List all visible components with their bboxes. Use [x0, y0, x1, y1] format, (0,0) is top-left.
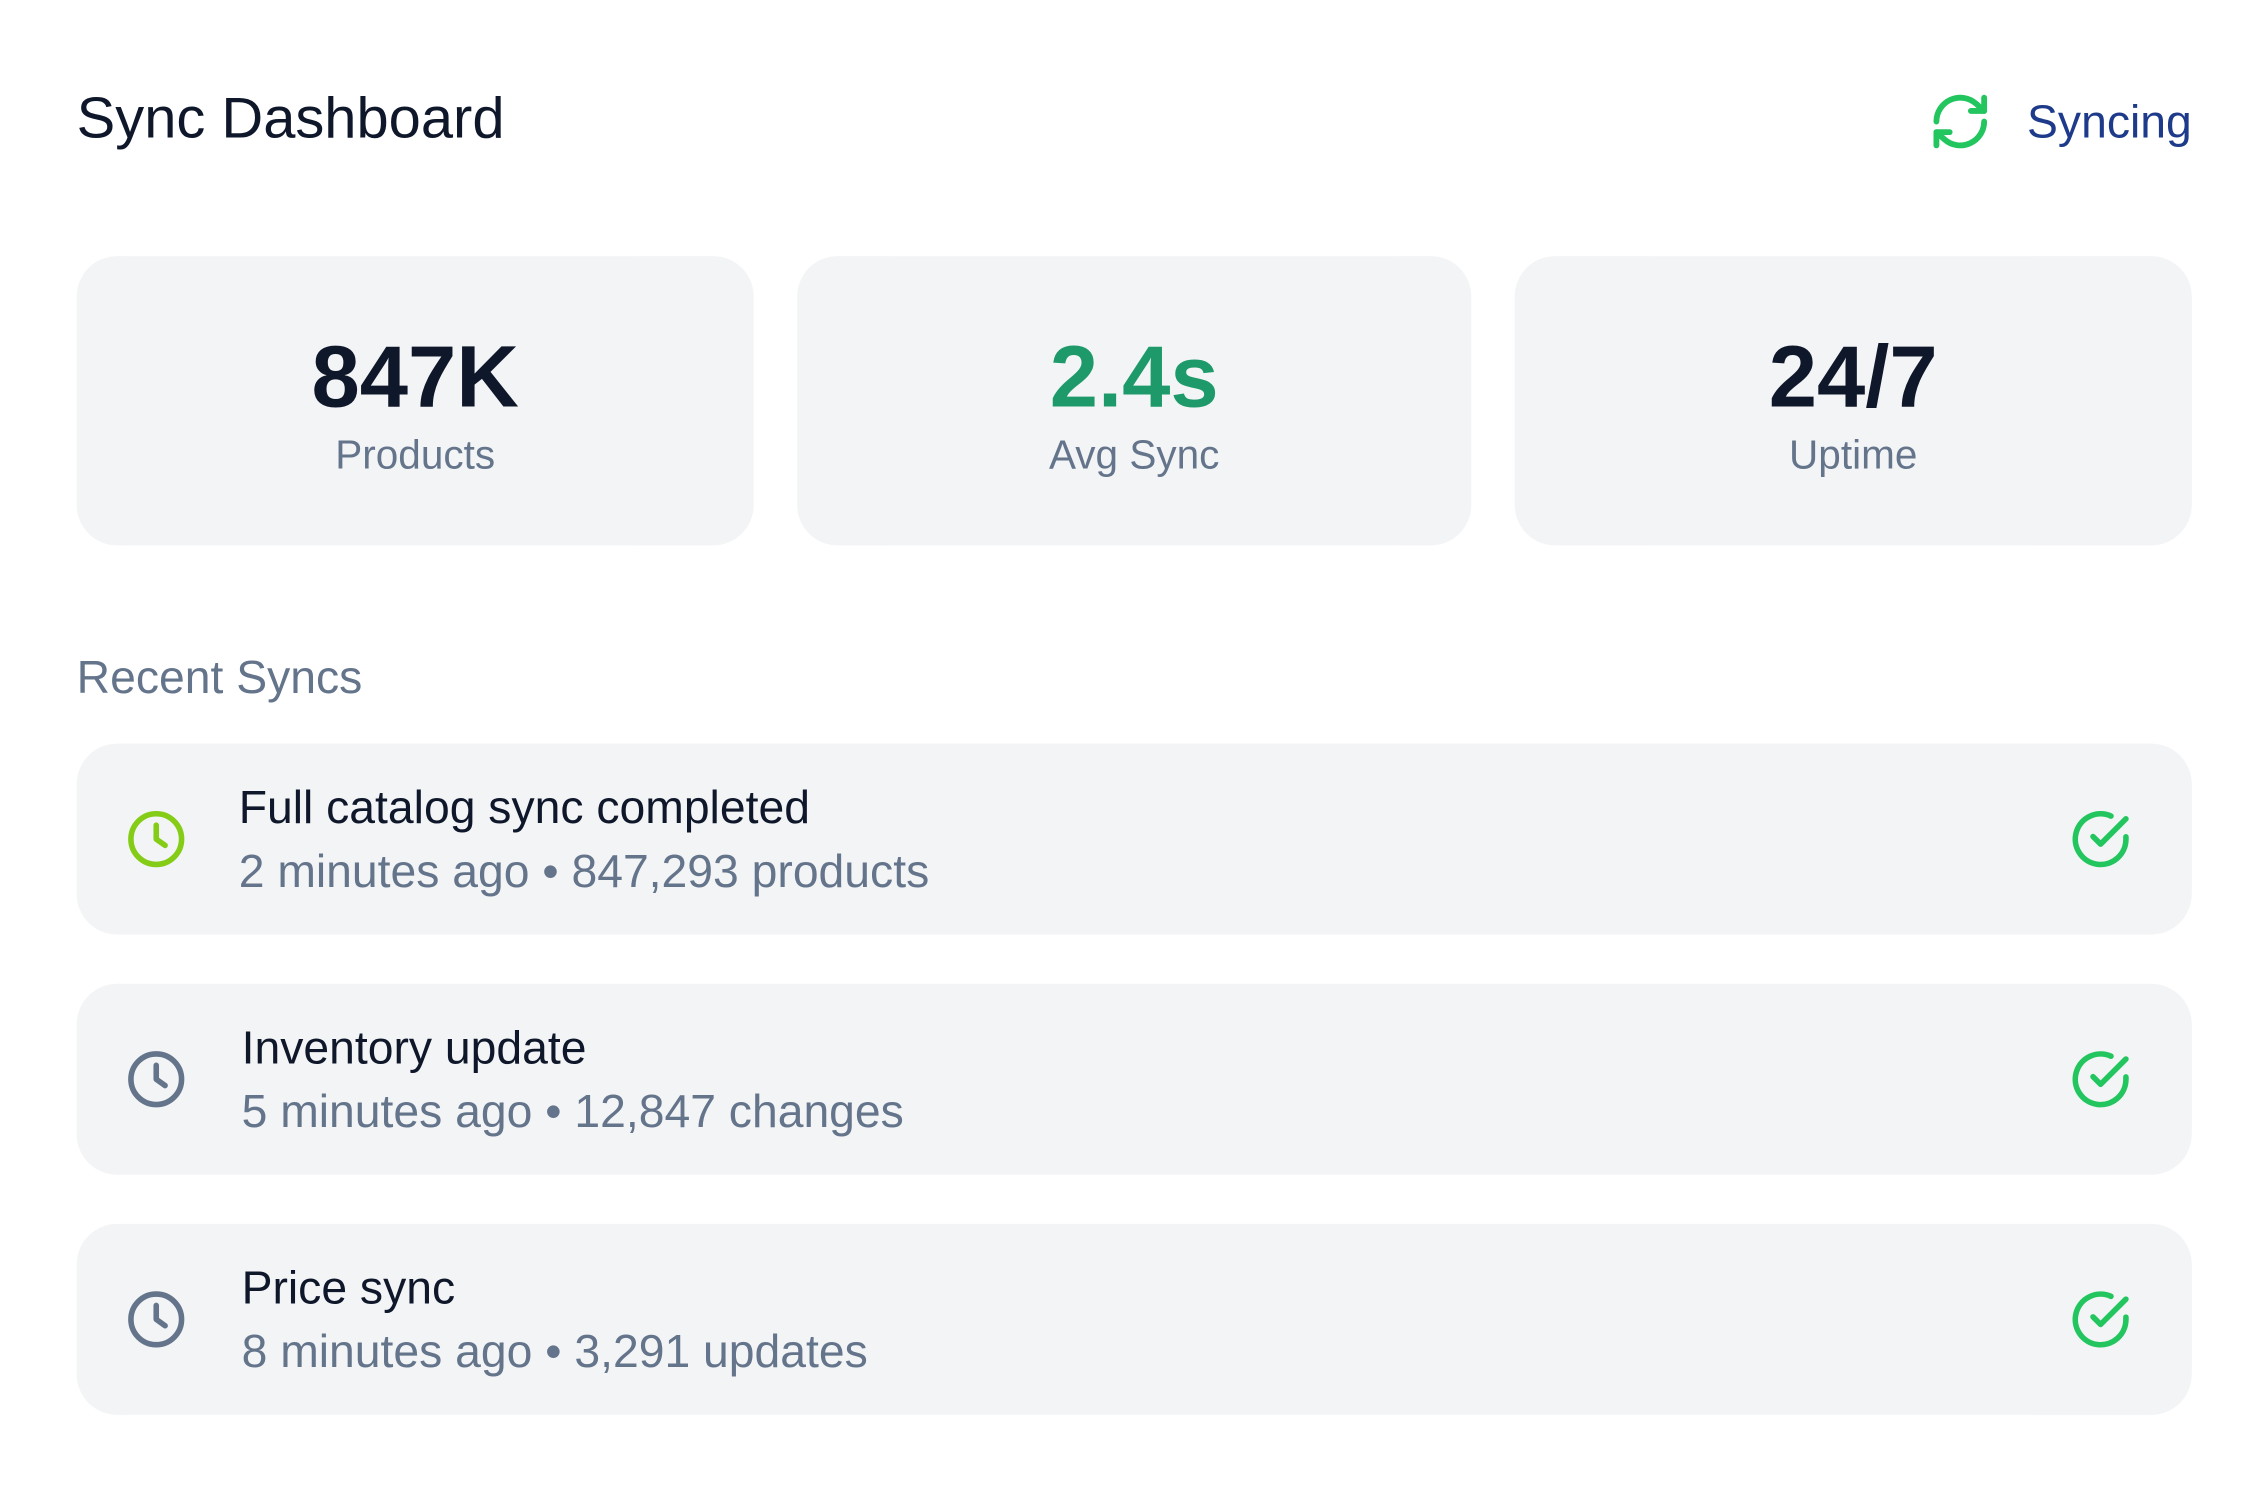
check-circle-icon — [2072, 1051, 2129, 1108]
list-item[interactable]: Price sync 8 minutes ago • 3,291 updates — [76, 1223, 2192, 1415]
check-circle-icon — [2072, 811, 2129, 868]
clock-icon — [128, 810, 185, 868]
stat-value: 24/7 — [1768, 328, 1938, 426]
stat-value: 2.4s — [1049, 328, 1219, 426]
sync-title: Inventory update — [241, 1021, 587, 1074]
list-item[interactable]: Full catalog sync completed 2 minutes ag… — [76, 743, 2192, 935]
sync-meta: 5 minutes ago • 12,847 changes — [241, 1085, 904, 1138]
recent-syncs-title: Recent Syncs — [76, 651, 363, 704]
check-circle-icon — [2072, 1291, 2129, 1348]
sync-text: Full catalog sync completed 2 minutes ag… — [239, 775, 930, 902]
clock-icon — [128, 1291, 185, 1348]
sync-title: Full catalog sync completed — [238, 781, 810, 834]
clock-icon — [128, 1051, 185, 1108]
sync-meta: 8 minutes ago • 3,291 updates — [241, 1325, 868, 1378]
stat-label: Avg Sync — [1049, 432, 1220, 478]
sync-status[interactable]: Syncing — [1929, 90, 2192, 154]
stat-label: Products — [335, 432, 496, 478]
list-item[interactable]: Inventory update 5 minutes ago • 12,847 … — [76, 983, 2192, 1175]
sync-text: Inventory update 5 minutes ago • 12,847 … — [242, 1016, 904, 1143]
sync-text: Price sync 8 minutes ago • 3,291 updates — [242, 1256, 868, 1383]
sync-meta: 2 minutes ago • 847,293 products — [238, 844, 930, 897]
sync-status-label: Syncing — [2027, 95, 2192, 148]
stat-label: Uptime — [1789, 432, 1918, 478]
stat-card-avg-sync: 2.4s Avg Sync — [797, 256, 1472, 546]
dashboard-header: Sync Dashboard Syncing — [77, 75, 2192, 165]
stat-card-products: 847K Products — [76, 256, 754, 546]
stat-value: 847K — [311, 328, 519, 426]
stats-row: 847K Products 2.4s Avg Sync 24/7 Uptime — [76, 256, 2192, 546]
refresh-icon — [1933, 94, 1988, 149]
page-title: Sync Dashboard — [76, 86, 505, 151]
sync-title: Price sync — [241, 1261, 456, 1314]
stat-card-uptime: 24/7 Uptime — [1514, 256, 2192, 546]
